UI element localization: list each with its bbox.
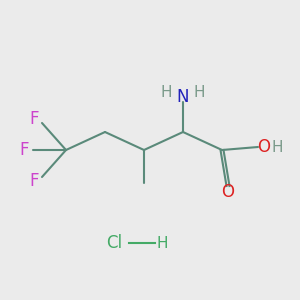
Text: F: F [30, 110, 39, 128]
Text: H: H [156, 236, 168, 250]
Text: H: H [272, 140, 283, 154]
Text: N: N [177, 88, 189, 106]
Text: F: F [19, 141, 29, 159]
Text: H: H [161, 85, 172, 100]
Text: O: O [221, 183, 235, 201]
Text: F: F [30, 172, 39, 190]
Text: H: H [194, 85, 205, 100]
Text: O: O [257, 138, 271, 156]
Text: Cl: Cl [106, 234, 122, 252]
